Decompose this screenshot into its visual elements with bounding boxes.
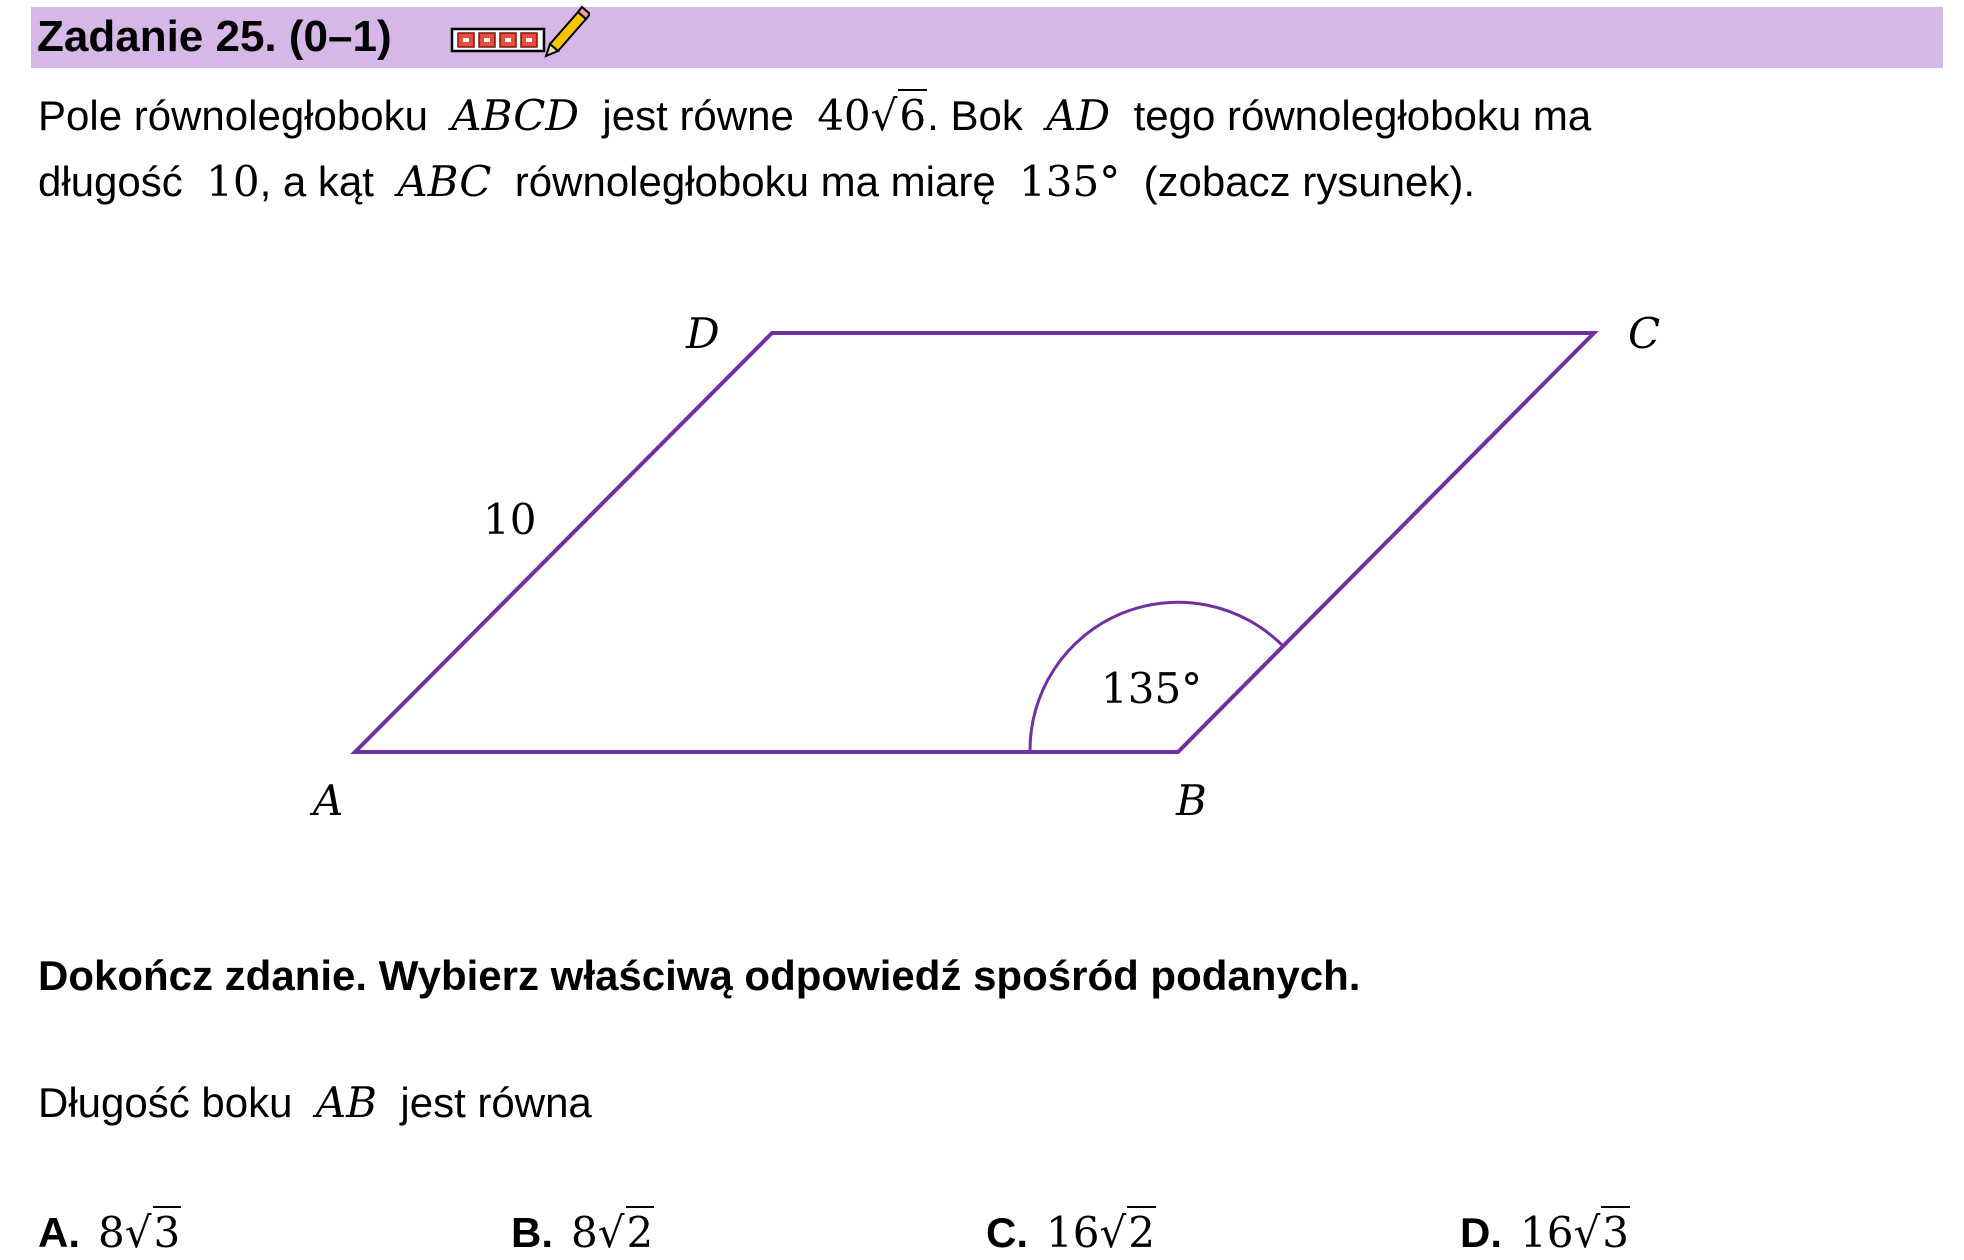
- math-sqrt: √2: [597, 1206, 655, 1257]
- vertex-label-c: C: [1628, 309, 1660, 358]
- math-radicand: 6: [898, 89, 928, 140]
- stem-text: jest równa: [400, 1079, 592, 1126]
- math-sqrt: √2: [1099, 1206, 1156, 1257]
- problem-text: długość: [38, 158, 183, 205]
- option-value: 8√2: [571, 1206, 655, 1257]
- problem-text: . Bok: [927, 92, 1023, 139]
- angle-label: 135°: [1101, 664, 1202, 713]
- option-key: D.: [1460, 1209, 1502, 1256]
- problem-text: tego równoległoboku ma: [1133, 92, 1592, 139]
- option-key: A.: [38, 1209, 80, 1256]
- side-label: 10: [483, 495, 536, 544]
- task-tools: [450, 5, 590, 58]
- math-sqrt: √3: [124, 1206, 182, 1257]
- problem-text: równoległoboku ma miarę: [514, 158, 996, 205]
- stem-text: Długość boku: [38, 1079, 293, 1126]
- math-coefficient: 40: [817, 91, 871, 140]
- math-radicand: 3: [1601, 1206, 1630, 1257]
- math-abcd: ABCD: [451, 91, 580, 140]
- keyboard-icon: [450, 27, 546, 53]
- math-ab: AB: [315, 1078, 378, 1127]
- answer-option-a[interactable]: A. 8√3: [38, 1206, 182, 1258]
- problem-line-2: długość 10, a kąt ABC równoległoboku ma …: [38, 154, 1475, 210]
- math-coefficient: 8: [571, 1208, 598, 1257]
- math-radicand: 2: [625, 1206, 655, 1257]
- task-title: Zadanie 25. (0–1): [37, 12, 392, 61]
- problem-text: Pole równoległoboku: [38, 92, 428, 139]
- option-value: 8√3: [98, 1206, 182, 1257]
- problem-line-1: Pole równoległoboku ABCD jest równe 40√6…: [38, 88, 1591, 144]
- problem-text: jest równe: [602, 92, 794, 139]
- instruction-text: Dokończ zdanie. Wybierz właściwą odpowie…: [38, 952, 1361, 999]
- problem-text: (zobacz rysunek).: [1143, 158, 1476, 205]
- problem-text: , a kąt: [259, 158, 374, 205]
- option-key: B.: [511, 1209, 553, 1256]
- math-area: 40√6: [817, 89, 928, 140]
- angle-arc: [1028, 600, 1285, 753]
- math-coefficient: 16: [1520, 1208, 1574, 1257]
- math-sqrt: √6: [870, 89, 928, 140]
- vertex-label-b: B: [1175, 776, 1207, 825]
- math-side-length: 10: [206, 157, 260, 206]
- task-header-bar: [31, 7, 1943, 68]
- vertex-label-a: A: [309, 776, 343, 825]
- answer-option-b[interactable]: B. 8√2: [511, 1206, 655, 1258]
- math-angle: 135°: [1019, 157, 1121, 206]
- math-coefficient: 16: [1046, 1208, 1100, 1257]
- option-value: 16√3: [1520, 1206, 1630, 1257]
- option-key: C.: [986, 1209, 1028, 1256]
- math-ad: AD: [1046, 91, 1111, 140]
- math-abc: ABC: [397, 157, 492, 206]
- parallelogram-shape: [350, 331, 1599, 754]
- math-radicand: 3: [152, 1206, 182, 1257]
- answer-option-c[interactable]: C. 16√2: [986, 1206, 1156, 1258]
- answer-option-d[interactable]: D. 16√3: [1460, 1206, 1630, 1258]
- math-coefficient: 8: [98, 1208, 125, 1257]
- math-radicand: 2: [1127, 1206, 1156, 1257]
- pencil-icon: [544, 5, 590, 58]
- option-value: 16√2: [1046, 1206, 1156, 1257]
- math-sqrt: √3: [1573, 1206, 1630, 1257]
- vertex-label-d: D: [685, 309, 720, 358]
- question-stem: Długość boku AB jest równa: [38, 1075, 592, 1131]
